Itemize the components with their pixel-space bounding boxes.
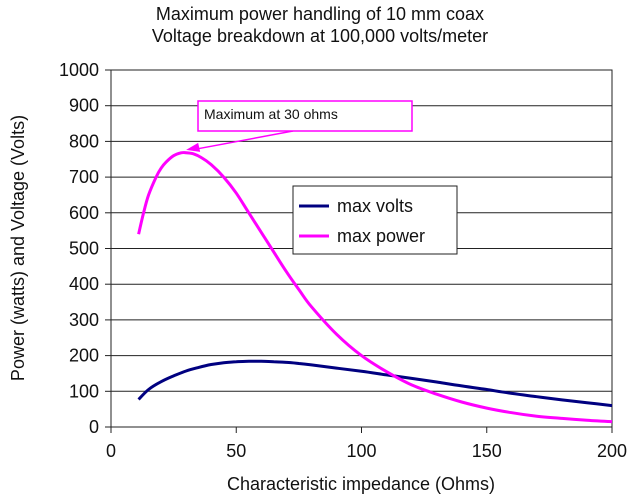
annotation-arrow xyxy=(192,130,294,151)
y-tick-label: 300 xyxy=(69,310,99,330)
x-tick-label: 200 xyxy=(597,441,627,461)
y-tick-label: 0 xyxy=(89,417,99,437)
legend-label: max volts xyxy=(337,196,413,216)
y-tick-label: 200 xyxy=(69,346,99,366)
x-axis-label: Characteristic impedance (Ohms) xyxy=(227,474,495,494)
x-tick-label: 50 xyxy=(226,441,246,461)
legend: max volts max power xyxy=(292,185,458,255)
annotation-text: Maximum at 30 ohms xyxy=(204,106,338,122)
y-tick-label: 700 xyxy=(69,167,99,187)
y-axis-label: Power (watts) and Voltage (Volts) xyxy=(8,115,28,381)
y-tick-label: 600 xyxy=(69,203,99,223)
y-tick-label: 400 xyxy=(69,274,99,294)
x-tick-label: 0 xyxy=(106,441,116,461)
y-tick-label: 900 xyxy=(69,96,99,116)
series-line-max-volts xyxy=(137,359,613,408)
y-tick-label: 100 xyxy=(69,381,99,401)
annotation-box xyxy=(197,100,413,132)
series-lines xyxy=(137,151,613,424)
chart-title: Maximum power handling of 10 mm coax xyxy=(155,4,485,24)
x-tick-label: 150 xyxy=(472,441,502,461)
x-tick-labels: 0 50 100 150 200 xyxy=(106,427,627,461)
annotation-arrowhead xyxy=(186,142,201,152)
legend-label: max power xyxy=(337,226,425,246)
y-tick-label: 800 xyxy=(69,131,99,151)
legend-box xyxy=(292,185,458,255)
chart-subtitle: Voltage breakdown at 100,000 volts/meter xyxy=(151,26,489,46)
y-tick-labels: 0 100 200 300 400 500 600 700 800 900 1000 xyxy=(59,60,111,437)
series-line-max-power xyxy=(137,151,613,424)
gridlines xyxy=(111,105,612,392)
annotation: Maximum at 30 ohms xyxy=(186,100,413,152)
x-tick-label: 100 xyxy=(346,441,376,461)
y-tick-label: 500 xyxy=(69,239,99,259)
y-tick-label: 1000 xyxy=(59,60,99,80)
